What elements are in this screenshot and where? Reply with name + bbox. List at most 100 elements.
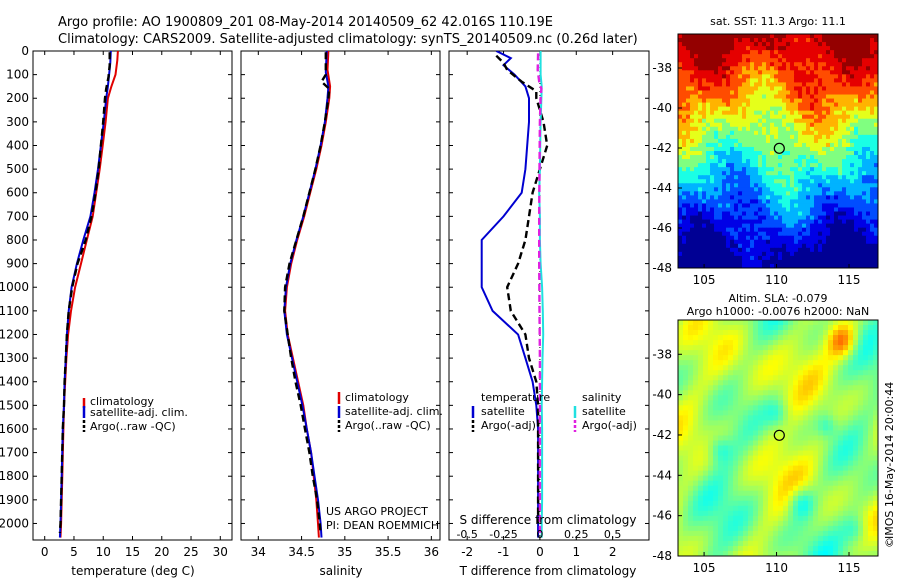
- map-cell: [813, 385, 819, 391]
- map-cell: [726, 122, 731, 128]
- map-cell: [742, 106, 747, 112]
- map-cell: [753, 540, 759, 547]
- map-cell: [810, 171, 815, 176]
- map-cell: [868, 455, 874, 462]
- map-cell: [774, 58, 779, 63]
- map-cell: [850, 134, 855, 140]
- map-cell: [846, 146, 851, 152]
- map-cell: [868, 515, 874, 522]
- map-cell: [838, 126, 843, 132]
- map-cell: [766, 175, 771, 180]
- map-cell: [746, 122, 751, 128]
- map-cell: [683, 430, 689, 437]
- map-cell: [842, 159, 847, 164]
- map-cell: [750, 38, 755, 43]
- map-cell: [818, 400, 824, 406]
- map-cell: [753, 355, 759, 361]
- map-cell: [874, 171, 878, 176]
- map-cell: [738, 203, 743, 209]
- map-cell: [768, 470, 774, 477]
- map-cell: [702, 155, 707, 160]
- map-cell: [842, 62, 847, 67]
- map-cell: [774, 163, 779, 168]
- map-cell: [698, 405, 704, 411]
- map-cell: [858, 380, 864, 386]
- map-cell: [822, 146, 827, 152]
- map-cell: [683, 385, 689, 391]
- map-cell: [713, 405, 719, 411]
- map-cell: [866, 98, 871, 104]
- map-cell: [778, 259, 783, 265]
- map-cell: [842, 122, 847, 128]
- map-cell: [738, 130, 743, 136]
- map-cell: [743, 355, 749, 361]
- map-cell: [854, 94, 859, 100]
- map-cell: [854, 215, 859, 221]
- map-cell: [846, 106, 851, 112]
- map-cell: [846, 235, 851, 241]
- map-cell: [762, 94, 767, 100]
- map-cell: [833, 400, 839, 406]
- map-cell: [713, 365, 719, 371]
- map-cell: [866, 155, 871, 160]
- map-cell: [850, 86, 855, 92]
- map-cell: [768, 380, 774, 386]
- map-cell: [788, 495, 794, 502]
- map-cell: [773, 415, 779, 422]
- map-cell: [774, 223, 779, 229]
- map-cell: [678, 38, 683, 43]
- map-cell: [818, 191, 823, 196]
- map-cell: [743, 450, 749, 457]
- map-cell: [822, 151, 827, 156]
- map-cell: [750, 102, 755, 108]
- map-cell: [838, 70, 843, 75]
- map-cell: [830, 227, 835, 233]
- map-cell: [868, 365, 874, 371]
- map-cell: [810, 199, 815, 205]
- map-cell: [754, 94, 759, 100]
- map-cell: [833, 425, 839, 432]
- map-cell: [778, 385, 784, 391]
- map-cell: [770, 62, 775, 67]
- map-cell: [826, 251, 831, 257]
- map-cell: [762, 130, 767, 136]
- map-cell: [850, 78, 855, 84]
- map-cell: [793, 320, 799, 326]
- map-cell: [703, 470, 709, 477]
- legend-label-climatology: climatology: [90, 395, 154, 408]
- map-cell: [826, 243, 831, 249]
- map-cell: [743, 505, 749, 512]
- map-cell: [814, 207, 819, 213]
- map-cell: [738, 485, 744, 492]
- map-cell: [763, 535, 769, 542]
- map-cell: [710, 142, 715, 148]
- map-cell: [833, 360, 839, 366]
- map-cell: [833, 320, 839, 326]
- map-cell: [778, 355, 784, 361]
- map-cell: [788, 420, 794, 427]
- map-cell: [730, 50, 735, 55]
- map-cell: [768, 335, 774, 341]
- map-cell: [782, 78, 787, 84]
- map-cell: [726, 54, 731, 59]
- map-cell: [834, 70, 839, 75]
- map-cell: [678, 325, 684, 331]
- map-cell: [838, 151, 843, 156]
- map-cell: [830, 90, 835, 96]
- map-cell: [734, 231, 739, 237]
- map-cell: [742, 243, 747, 249]
- map-cell: [710, 62, 715, 67]
- map-cell: [763, 420, 769, 427]
- map-cell: [703, 405, 709, 411]
- map-cell: [783, 425, 789, 432]
- map-cell: [862, 46, 867, 51]
- map-cell: [706, 167, 711, 172]
- map-cell: [770, 134, 775, 140]
- map-cell: [768, 345, 774, 351]
- map-cell: [848, 400, 854, 406]
- map-cell: [778, 110, 783, 116]
- map-cell: [710, 223, 715, 229]
- map-cell: [866, 207, 871, 213]
- map-cell: [748, 460, 754, 467]
- map-cell: [698, 380, 704, 386]
